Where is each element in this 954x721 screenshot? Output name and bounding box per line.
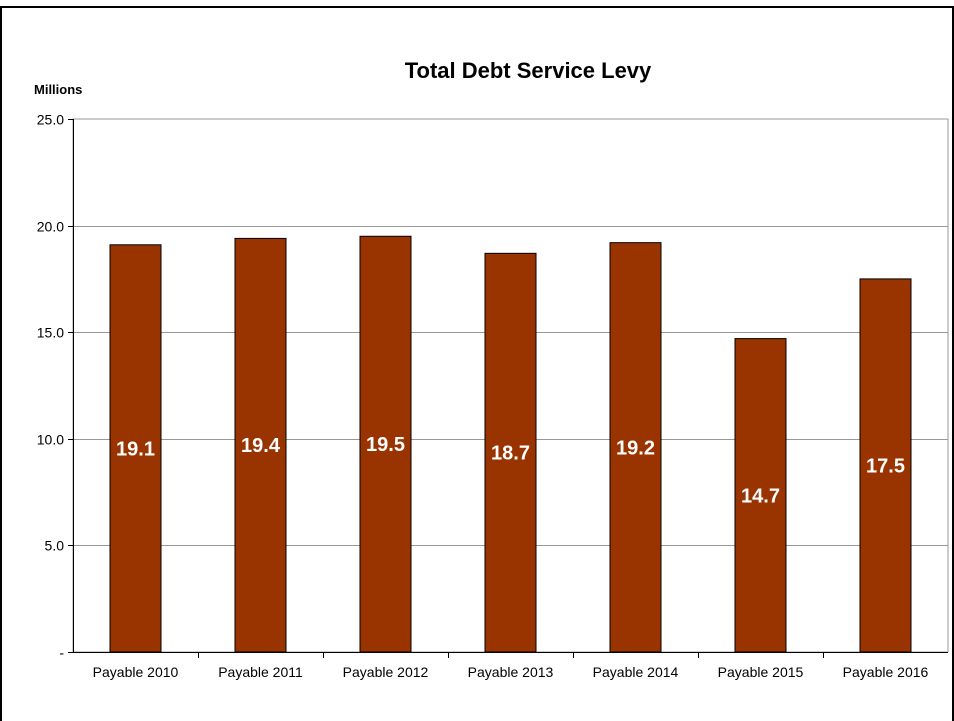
- bar: [859, 278, 912, 653]
- chart-title: Total Debt Service Levy: [405, 58, 652, 83]
- bar: [609, 242, 662, 653]
- y-tick-label: 20.0: [37, 219, 64, 235]
- x-tick-label: Payable 2016: [843, 664, 929, 680]
- x-tick-label: Payable 2014: [593, 664, 679, 680]
- bar-data-label: 17.5: [866, 455, 905, 477]
- y-tick-label: 5.0: [45, 538, 65, 554]
- bar-data-label: 18.7: [491, 443, 530, 465]
- bar-data-label: 19.5: [366, 434, 405, 456]
- bar: [234, 237, 287, 653]
- x-tick-label: Payable 2011: [218, 664, 303, 680]
- bar-data-label: 19.2: [616, 437, 655, 459]
- x-tick-label: Payable 2010: [93, 664, 179, 680]
- y-tick-label: 15.0: [37, 325, 64, 341]
- y-unit-label: Millions: [34, 82, 82, 97]
- x-tick-label: Payable 2013: [468, 664, 554, 680]
- bar: [359, 235, 412, 653]
- x-tick-label: Payable 2015: [718, 664, 804, 680]
- bar: [734, 338, 787, 653]
- bar-data-label: 19.4: [241, 435, 281, 457]
- bar-data-label: 19.1: [116, 438, 155, 460]
- chart-frame: [0, 6, 954, 721]
- y-tick-label: -: [59, 645, 64, 661]
- y-tick-label: 25.0: [37, 112, 64, 128]
- plot-area: - 5.0 10.0 15.0 20.0 25.0 19.1 Payable 2010 19.4…: [37, 112, 949, 680]
- y-tick-label: 10.0: [37, 432, 64, 448]
- bar-data-label: 14.7: [741, 485, 780, 507]
- x-tick-label: Payable 2012: [343, 664, 429, 680]
- bar: [484, 252, 537, 653]
- bar: [109, 244, 162, 653]
